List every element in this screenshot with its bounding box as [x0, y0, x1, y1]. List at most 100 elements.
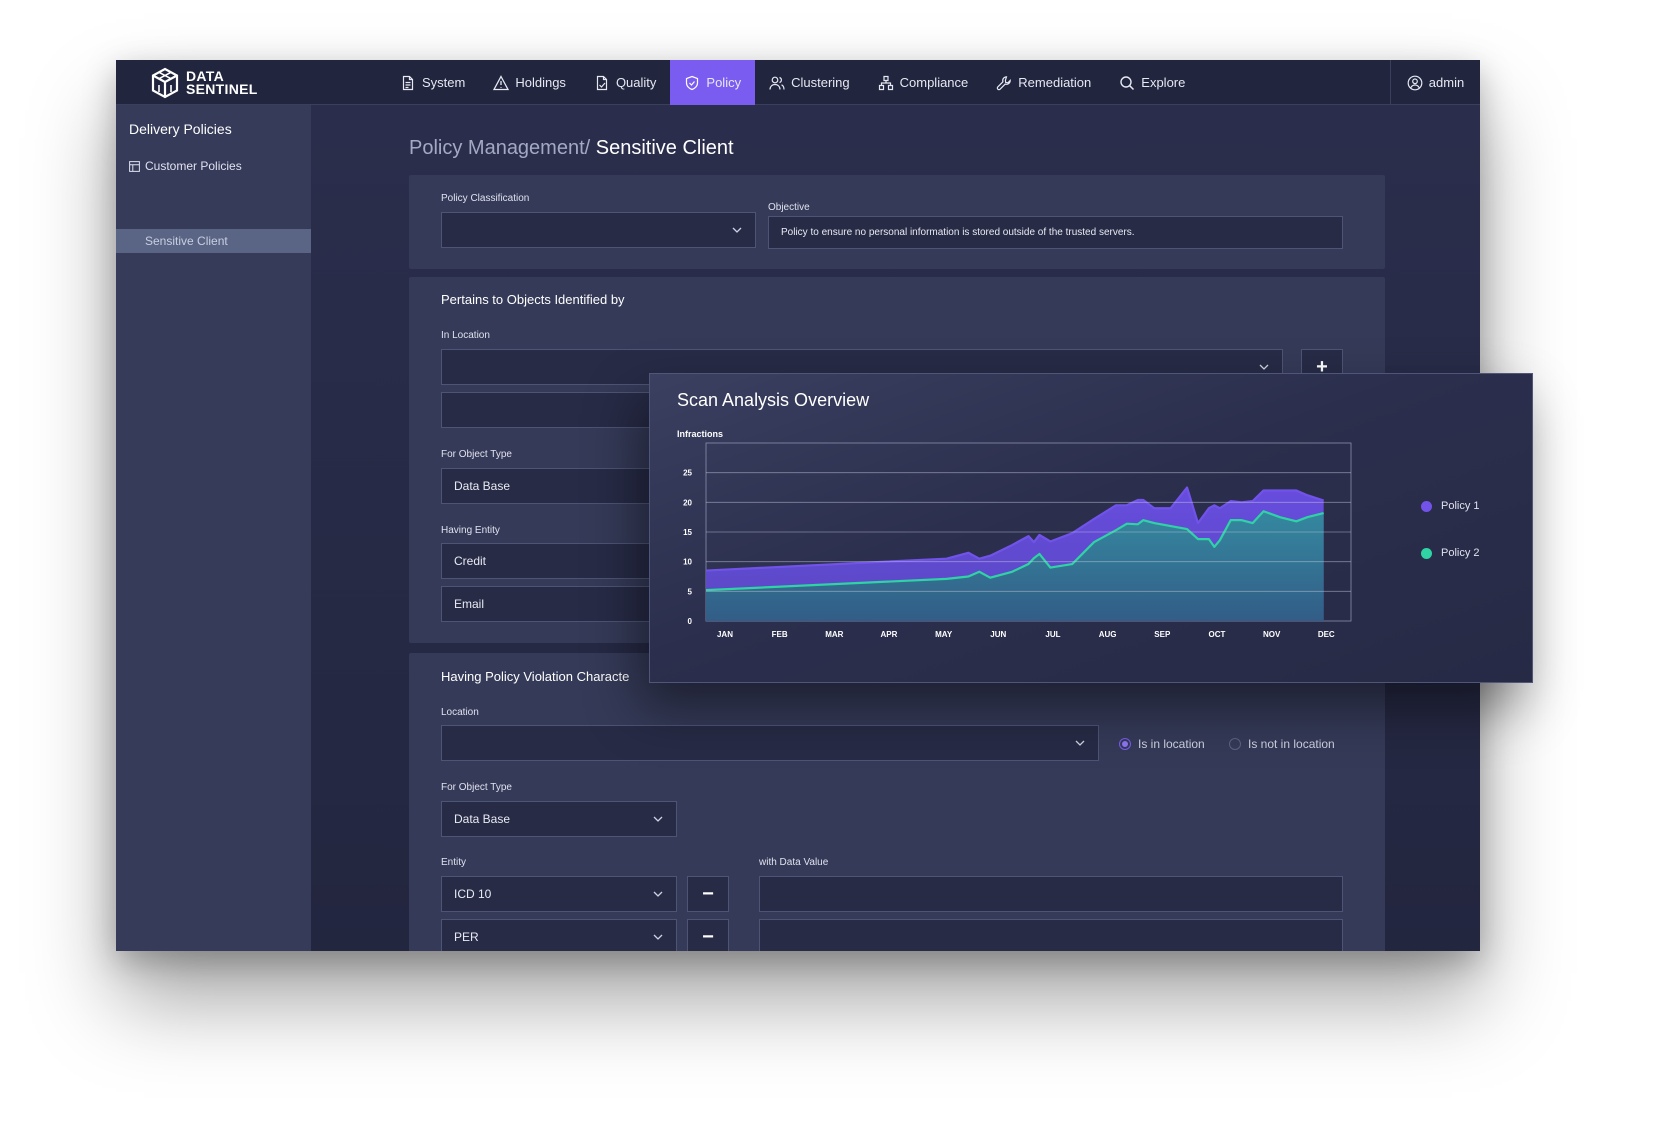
- nav-compliance[interactable]: Compliance: [864, 60, 983, 105]
- radio-is-not-in-location-label: Is not in location: [1248, 737, 1335, 751]
- y-tick-label: 0: [688, 617, 693, 626]
- top-nav-bar: DATA SENTINEL System Holdings Quality Po…: [116, 60, 1480, 105]
- entity-select-email[interactable]: Email: [441, 586, 677, 622]
- warning-icon: [493, 74, 510, 90]
- logo-text: DATA SENTINEL: [186, 68, 258, 97]
- y-tick-label: 25: [683, 469, 692, 478]
- data-value-input[interactable]: [759, 876, 1343, 912]
- nav-holdings-label: Holdings: [515, 75, 566, 90]
- series-line-1: [705, 486, 1325, 572]
- general-card: Policy Classification Objective Policy t…: [409, 175, 1385, 269]
- app-window: DATA SENTINEL System Holdings Quality Po…: [116, 60, 1480, 951]
- nav-explore-label: Explore: [1141, 75, 1186, 90]
- objective-label: Objective: [768, 202, 810, 213]
- nav-system[interactable]: System: [386, 60, 479, 105]
- legend-swatch: [1421, 500, 1432, 512]
- x-tick-label: JUL: [1045, 630, 1060, 639]
- y-tick-label: 20: [683, 498, 692, 507]
- search-icon: [1120, 75, 1135, 90]
- main-nav: System Holdings Quality Policy Clusterin…: [386, 60, 1199, 105]
- nav-holdings[interactable]: Holdings: [479, 60, 580, 105]
- hierarchy-icon: [878, 75, 893, 90]
- legend-swatch: [1421, 547, 1432, 559]
- chevron-down-icon: [1259, 364, 1269, 370]
- classification-select[interactable]: [441, 212, 756, 248]
- x-tick-label: SEP: [1154, 630, 1171, 639]
- x-tick-label: JAN: [717, 630, 733, 639]
- violation-card: Having Policy Violation Characte Locatio…: [409, 653, 1385, 951]
- sidebar-item-sensitive-client[interactable]: Sensitive Client: [116, 229, 311, 253]
- sidebar-group-customer-policies[interactable]: Customer Policies: [129, 159, 242, 173]
- shield-icon: [686, 75, 699, 90]
- radio-unselected-icon: [1229, 738, 1241, 750]
- nav-quality[interactable]: Quality: [580, 60, 670, 105]
- breadcrumb: Policy Management/ Sensitive Client: [409, 137, 734, 160]
- remove-entity-button[interactable]: −: [687, 919, 729, 951]
- chart-y-axis-label: Infractions: [677, 429, 724, 439]
- y-tick-label: 10: [683, 558, 692, 567]
- legend-item[interactable]: Policy 1: [1421, 499, 1480, 513]
- logo-line-1: DATA: [186, 68, 225, 84]
- entity-select-credit[interactable]: Credit: [441, 543, 677, 579]
- series-area-2: [706, 511, 1324, 621]
- legend-label: Policy 1: [1441, 500, 1480, 512]
- chart-title: Scan Analysis Overview: [677, 390, 870, 410]
- nav-policy[interactable]: Policy: [670, 60, 756, 105]
- user-circle-icon: [1407, 75, 1423, 90]
- chevron-down-icon: [653, 816, 663, 822]
- series-line-2: [705, 510, 1324, 592]
- violation-object-type-label: For Object Type: [441, 782, 512, 793]
- chevron-down-icon: [653, 891, 663, 897]
- area-chart: 0 5 10 15 20 25 JAN FEB MAR APR MAY JUN JUL AUG SEP OCT…: [683, 442, 1352, 639]
- pertains-object-type-label: For Object Type: [441, 449, 512, 460]
- violation-object-type-select[interactable]: Data Base: [441, 801, 677, 837]
- user-menu[interactable]: admin: [1390, 60, 1480, 105]
- violation-entity-value: PER: [454, 930, 479, 944]
- wrench-icon: [997, 75, 1012, 90]
- chevron-down-icon: [732, 227, 742, 233]
- nav-compliance-label: Compliance: [899, 75, 969, 90]
- legend-item[interactable]: Policy 2: [1421, 546, 1480, 560]
- x-tick-label: JUN: [990, 630, 1006, 639]
- main-content: Policy Management/ Sensitive Client Poli…: [311, 105, 1480, 951]
- nav-system-label: System: [422, 75, 466, 90]
- violation-entity-select-per[interactable]: PER: [441, 919, 677, 951]
- breadcrumb-current: Sensitive Client: [595, 137, 734, 159]
- x-tick-label: NOV: [1263, 630, 1281, 639]
- x-tick-label: DEC: [1318, 630, 1335, 639]
- classification-label: Policy Classification: [441, 193, 530, 204]
- having-entity-label: Having Entity: [441, 525, 500, 536]
- x-tick-label: OCT: [1209, 630, 1226, 639]
- chevron-down-icon: [1075, 740, 1085, 746]
- legend-label: Policy 2: [1441, 547, 1480, 559]
- table-icon: [129, 160, 140, 172]
- data-value-input[interactable]: [759, 919, 1343, 951]
- remove-entity-button[interactable]: −: [687, 876, 729, 912]
- nav-clustering[interactable]: Clustering: [755, 60, 864, 105]
- logo-line-2: SENTINEL: [186, 81, 258, 97]
- nav-explore[interactable]: Explore: [1105, 60, 1199, 105]
- radio-is-not-in-location[interactable]: Is not in location: [1229, 737, 1335, 751]
- nav-policy-label: Policy: [706, 75, 742, 90]
- violation-entity-select-icd10[interactable]: ICD 10: [441, 876, 677, 912]
- x-tick-label: FEB: [772, 630, 788, 639]
- x-tick-label: MAR: [825, 630, 843, 639]
- radio-is-in-location-label: Is in location: [1138, 737, 1205, 751]
- pertains-object-type-select[interactable]: Data Base: [441, 468, 677, 504]
- y-tick-label: 5: [688, 587, 693, 596]
- nav-remediation[interactable]: Remediation: [982, 60, 1105, 105]
- radio-selected-icon: [1119, 738, 1131, 750]
- cube-logo-icon: [151, 67, 179, 99]
- violation-location-select[interactable]: [441, 725, 1099, 761]
- violation-object-type-value: Data Base: [454, 812, 511, 826]
- in-location-label: In Location: [441, 330, 490, 341]
- breadcrumb-parent[interactable]: Policy Management/: [409, 137, 591, 159]
- logo[interactable]: DATA SENTINEL: [150, 66, 258, 100]
- x-tick-label: AUG: [1099, 630, 1117, 639]
- objective-input[interactable]: Policy to ensure no personal information…: [768, 216, 1343, 249]
- data-value-label: with Data Value: [759, 857, 829, 868]
- nav-remediation-label: Remediation: [1018, 75, 1092, 90]
- radio-is-in-location[interactable]: Is in location: [1119, 737, 1205, 751]
- violation-entity-label: Entity: [441, 857, 467, 868]
- user-name: admin: [1428, 75, 1465, 90]
